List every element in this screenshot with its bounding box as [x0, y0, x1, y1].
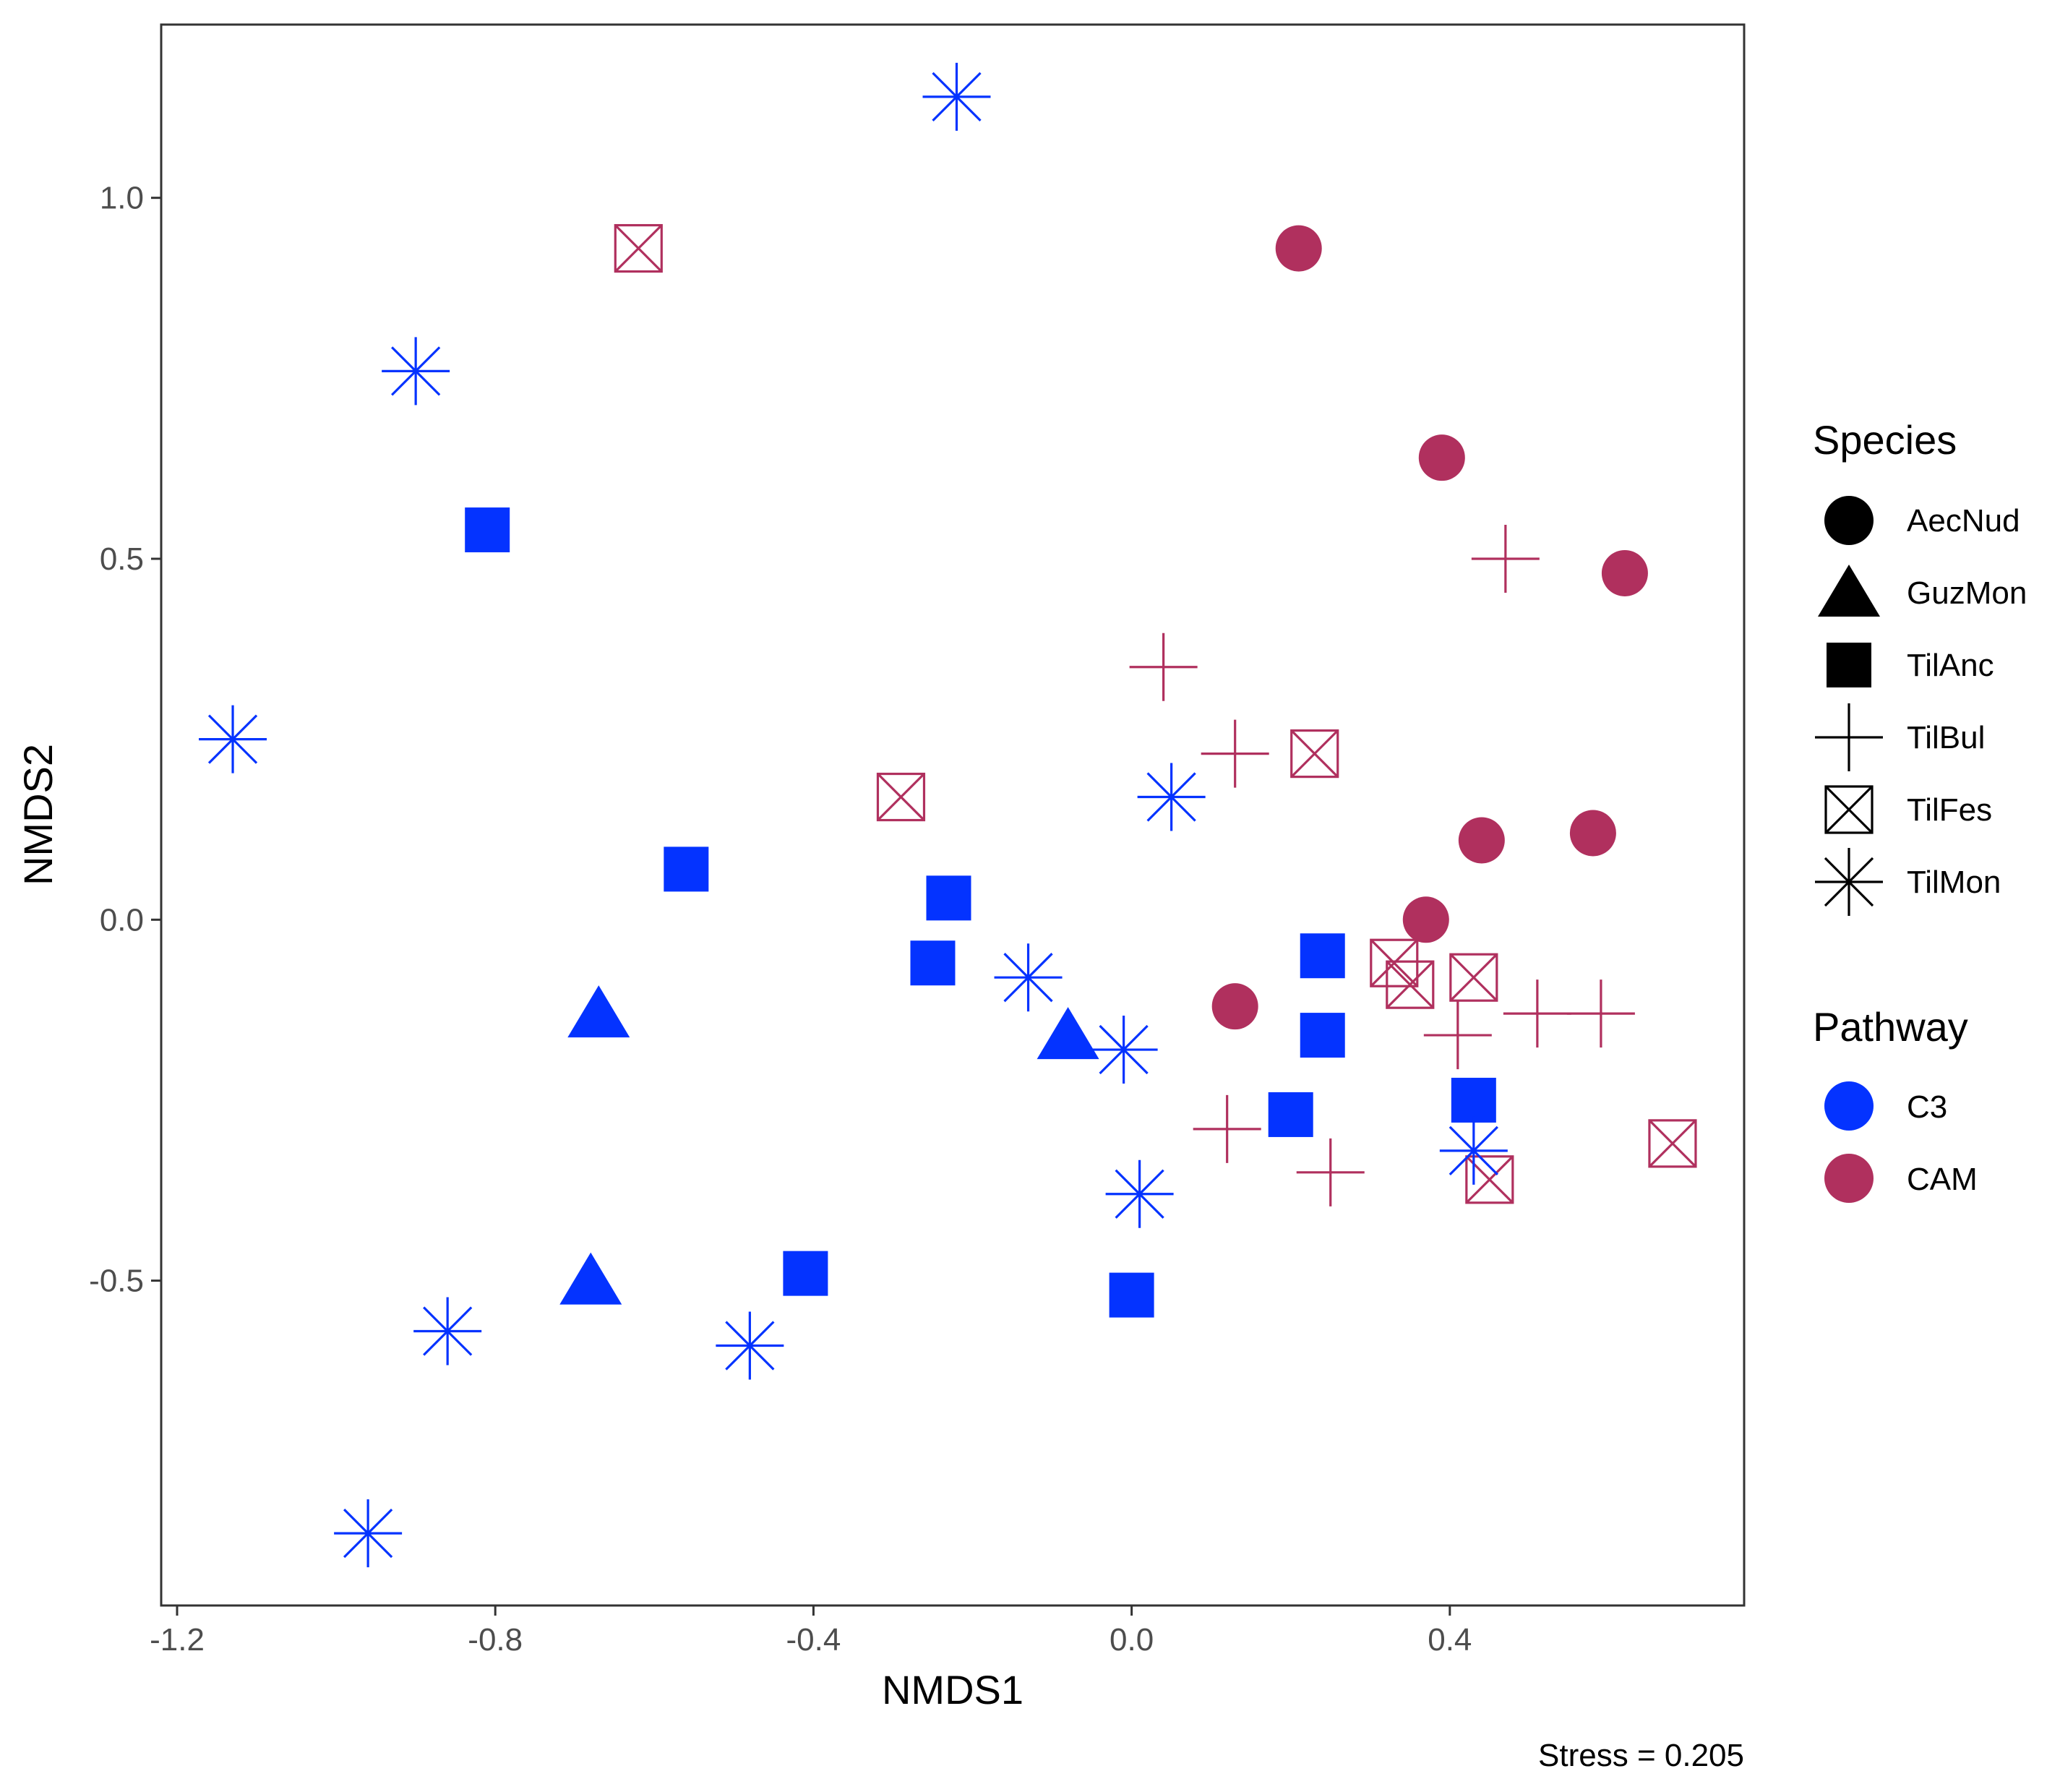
data-point-tilbul — [1201, 719, 1269, 788]
legend-pathway-label-cam: CAM — [1907, 1162, 1978, 1197]
data-point-tilmon — [1439, 1116, 1508, 1185]
data-point-aecnud — [1569, 810, 1616, 857]
data-point-tilmon — [716, 1311, 784, 1380]
data-point-tilbul — [1129, 633, 1198, 701]
legend-pathway-title: Pathway — [1813, 1004, 1968, 1050]
data-point-tilmon — [199, 705, 267, 773]
data-point-tilfes — [614, 223, 663, 273]
data-point-aecnud — [1458, 817, 1505, 864]
legend-pathway-label-c3: C3 — [1907, 1089, 1947, 1125]
data-point-tilfes — [1449, 953, 1498, 1002]
data-point-tilmon — [413, 1297, 482, 1366]
data-point-tilanc — [1300, 933, 1345, 979]
data-point-aecnud — [1418, 434, 1465, 481]
data-point-guzmon — [559, 1252, 622, 1305]
x-tick-label: -0.4 — [786, 1622, 841, 1658]
data-point-tilfes — [1648, 1119, 1697, 1168]
data-point-tilanc — [783, 1251, 828, 1296]
legend-species-keys — [1815, 496, 1883, 916]
points-layer — [199, 62, 1697, 1568]
data-point-aecnud — [1402, 896, 1449, 943]
stress-annotation: Stress = 0.205 — [1538, 1738, 1744, 1773]
data-point-tilanc — [664, 846, 709, 892]
x-axis: -1.2 -0.8 -0.4 0.0 0.4 — [150, 1605, 1472, 1658]
legend: Species AecNud GuzMon TilAnc TilBul TilF… — [1813, 417, 2027, 1203]
x-axis-title: NMDS1 — [882, 1667, 1023, 1712]
y-axis-title: NMDS2 — [15, 744, 61, 886]
legend-species-key-tilmon — [1815, 848, 1883, 916]
data-point-tilbul — [1566, 979, 1635, 1048]
y-tick-label: 0.5 — [100, 541, 144, 577]
data-point-tilanc — [465, 507, 510, 553]
data-point-tilanc — [1268, 1092, 1313, 1137]
data-point-tilanc — [910, 940, 956, 986]
y-tick-label: 1.0 — [100, 181, 144, 216]
x-tick-label: -1.2 — [150, 1622, 205, 1658]
data-point-tilmon — [1089, 1016, 1158, 1084]
data-point-tilfes — [1386, 960, 1435, 1009]
data-point-tilmon — [1137, 763, 1206, 831]
y-tick-label: -0.5 — [89, 1264, 144, 1299]
data-point-tilmon — [922, 62, 991, 131]
y-axis: -0.5 0.0 0.5 1.0 — [89, 181, 161, 1299]
legend-species-label-tilbul: TilBul — [1907, 720, 1985, 755]
legend-pathway-key-cam — [1824, 1154, 1874, 1203]
data-point-tilmon — [1105, 1159, 1174, 1228]
legend-species-key-tilanc — [1827, 643, 1871, 687]
data-point-tilmon — [994, 943, 1063, 1012]
plot-panel-border — [160, 23, 1746, 1607]
data-point-tilbul — [1471, 524, 1540, 593]
data-point-tilbul — [1296, 1138, 1365, 1206]
data-point-tilanc — [1109, 1272, 1154, 1318]
x-tick-label: -0.8 — [468, 1622, 523, 1658]
data-point-aecnud — [1211, 983, 1258, 1030]
legend-species-label-guzmon: GuzMon — [1907, 575, 2027, 611]
legend-pathway-key-c3 — [1824, 1081, 1874, 1131]
legend-species-key-tilbul — [1815, 703, 1883, 771]
legend-species-title: Species — [1813, 417, 1957, 463]
data-point-tilanc — [926, 875, 971, 921]
data-point-aecnud — [1601, 549, 1648, 596]
data-point-tilfes — [1370, 938, 1419, 987]
data-point-guzmon — [1037, 1007, 1099, 1060]
data-point-tilfes — [876, 772, 926, 822]
data-point-tilbul — [1503, 979, 1571, 1048]
data-point-tilfes — [1290, 729, 1339, 779]
legend-species-label-tilmon: TilMon — [1907, 865, 2001, 900]
legend-species-key-aecnud — [1824, 496, 1874, 545]
x-tick-label: 0.4 — [1428, 1622, 1472, 1658]
data-point-tilanc — [1300, 1013, 1345, 1058]
data-point-tilmon — [334, 1499, 403, 1568]
legend-species-label-tilanc: TilAnc — [1907, 648, 1994, 683]
data-point-tilmon — [382, 337, 450, 406]
data-point-tilbul — [1423, 1001, 1492, 1070]
data-point-guzmon — [567, 985, 630, 1038]
legend-species-label-aecnud: AecNud — [1907, 503, 2020, 539]
y-tick-label: 0.0 — [100, 902, 144, 938]
x-tick-label: 0.0 — [1110, 1622, 1154, 1658]
data-point-tilbul — [1193, 1094, 1261, 1163]
legend-species-key-guzmon — [1818, 565, 1880, 617]
legend-species-key-tilfes — [1824, 785, 1874, 834]
legend-species-label-tilfes: TilFes — [1907, 792, 1992, 828]
data-point-aecnud — [1275, 225, 1322, 272]
data-point-tilanc — [1451, 1077, 1496, 1123]
